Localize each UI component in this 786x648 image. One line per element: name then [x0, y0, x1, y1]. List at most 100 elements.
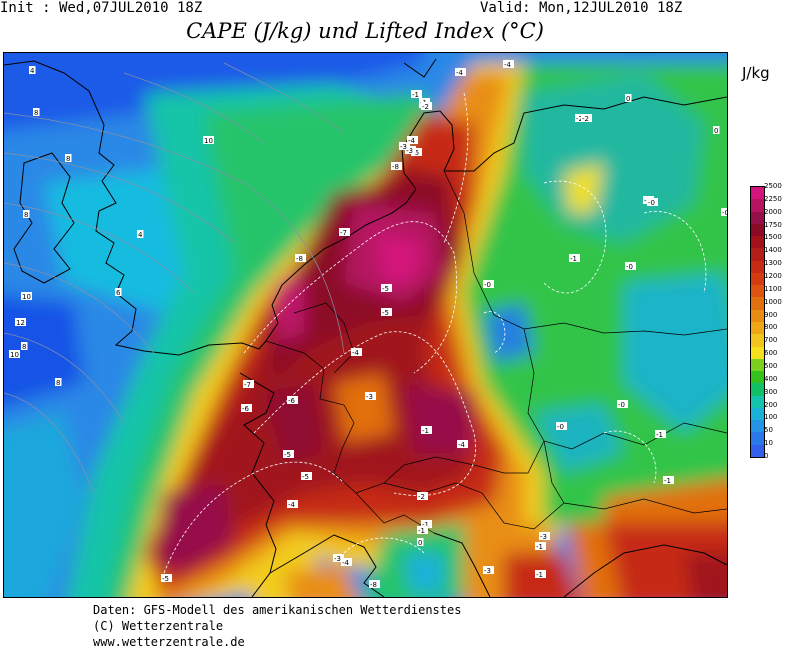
color-scale-tick-label: 1200 — [764, 272, 782, 280]
footer-website: www.wetterzentrale.de — [93, 635, 245, 648]
color-scale-tick-label: 100 — [764, 413, 778, 422]
lifted-index-label: -2 — [418, 493, 425, 501]
lifted-index-label: -1 — [656, 431, 663, 439]
lifted-index-label: -6 — [242, 405, 250, 413]
footer-data-source: Daten: GFS-Modell des amerikanischen Wet… — [93, 603, 462, 617]
lifted-index-label: -4 — [408, 137, 416, 145]
lifted-index-label: -5 — [284, 451, 291, 459]
lifted-index-label-box — [243, 380, 254, 388]
lifted-index-label-box — [483, 566, 494, 574]
lifted-index-label-box — [417, 538, 424, 546]
lifted-index-label-box — [721, 208, 727, 216]
isobar-label: 10 — [22, 293, 31, 301]
color-scale-step — [751, 395, 764, 409]
color-scale-step — [751, 407, 764, 421]
lifted-index-label: -1 — [418, 527, 425, 535]
lifted-index-label-box — [581, 114, 592, 122]
lifted-index-label-box — [503, 60, 514, 68]
isobar-label: 8 — [34, 109, 38, 117]
color-scale-tick-label: 1000 — [764, 297, 782, 306]
lifted-index-label-box — [381, 308, 392, 316]
color-scale-bar — [750, 186, 765, 458]
color-scale-step — [751, 432, 764, 446]
color-scale-tick-label: 500 — [764, 362, 778, 370]
color-scale-tick-label: 400 — [764, 374, 778, 383]
lifted-index-label-box — [405, 146, 416, 154]
lifted-index-label-box — [339, 228, 350, 236]
color-scale-tick-label: 1100 — [764, 284, 782, 293]
color-scale-step — [751, 223, 764, 237]
lifted-index-label-box — [411, 90, 422, 98]
lifted-index-label-box — [421, 426, 432, 434]
lifted-index-label: -3 — [400, 143, 407, 151]
lifted-index-label: -3 — [540, 533, 547, 541]
lifted-index-label: -0 — [722, 209, 728, 217]
lifted-index-label-box — [421, 520, 432, 528]
lifted-index-label: -4 — [504, 61, 512, 69]
lifted-index-label: -1 — [422, 521, 429, 529]
lifted-index-label-box — [556, 422, 567, 430]
lifted-index-label: -5 — [302, 473, 309, 481]
color-scale-tick-label: 300 — [764, 387, 778, 396]
lifted-index-contours — [163, 92, 707, 574]
lifted-index-label-box — [287, 396, 298, 404]
lifted-index-label-box — [287, 500, 298, 508]
color-scale-step — [751, 285, 764, 298]
lifted-index-label: -3 — [484, 567, 491, 575]
isobar-label: 8 — [22, 343, 26, 351]
isobar-label-box — [15, 318, 26, 326]
lifted-index-label-box — [283, 450, 294, 458]
lifted-index-label-box — [483, 280, 494, 288]
lifted-index-label: -5 — [382, 309, 389, 317]
lifted-index-label-box — [535, 542, 546, 550]
lifted-index-label-box — [241, 404, 252, 412]
isobars — [4, 62, 345, 494]
isobar-label-box — [21, 292, 32, 300]
coastlines — [4, 58, 727, 597]
lifted-index-label-box — [713, 126, 720, 134]
color-scale-step — [751, 211, 764, 225]
color-scale-step — [751, 322, 764, 335]
lifted-index-label-box — [569, 254, 580, 262]
lifted-index-label: -1 — [664, 477, 671, 485]
color-scale-step — [751, 272, 764, 286]
lifted-index-label: -0 — [618, 401, 625, 409]
lifted-index-label-box — [535, 570, 546, 578]
isobar-label: 4 — [138, 231, 143, 239]
lifted-index-label-box — [351, 348, 362, 356]
color-scale-tick-label: 1400 — [764, 246, 782, 255]
lifted-index-label-box — [301, 472, 312, 480]
color-scale-tick-label: 700 — [764, 336, 778, 345]
init-time: Init : Wed,07JUL2010 18Z — [0, 0, 203, 16]
isobar-label: 8 — [56, 379, 60, 387]
isobar-label: 6 — [116, 289, 121, 297]
lifted-index-label: -4 — [458, 441, 466, 449]
lifted-index-label: -0 — [557, 423, 564, 431]
lifted-index-label: -2 — [576, 115, 583, 123]
lifted-index-label: -4 — [288, 501, 296, 509]
chart-title: CAPE (J/kg) und Lifted Index (°C) — [186, 19, 544, 43]
lifted-index-label: -7 — [244, 381, 251, 389]
valid-time: Valid: Mon,12JUL2010 18Z — [480, 0, 683, 16]
color-scale-step — [751, 420, 764, 433]
lifted-index-label-box — [161, 574, 172, 582]
lifted-index-label: -1 — [412, 91, 419, 99]
legend-unit: J/kg — [742, 64, 770, 82]
lifted-index-label-box — [381, 284, 392, 292]
lifted-index-label-box — [421, 102, 432, 110]
isobar-label: 8 — [24, 211, 28, 219]
lifted-index-label: -7 — [340, 229, 347, 237]
lifted-index-label-box — [455, 68, 466, 76]
lifted-index-label: -8 — [370, 581, 377, 589]
lifted-index-label: -1 — [536, 543, 543, 551]
lifted-index-label: -5 — [162, 575, 169, 583]
isobar-label-box — [137, 230, 144, 238]
footer-copyright: (C) Wetterzentrale — [93, 619, 224, 633]
color-scale-tick-label: 800 — [764, 323, 778, 332]
lifted-index-label-box — [399, 142, 410, 150]
color-scale-step — [751, 334, 764, 348]
contour-label-group: -4-4-20-1-10-6-4-7-8-8-5-4-3-1-5-7-6-2-5… — [161, 60, 728, 589]
color-scale-step — [751, 358, 764, 372]
lifted-index-label: 0 — [714, 127, 718, 135]
